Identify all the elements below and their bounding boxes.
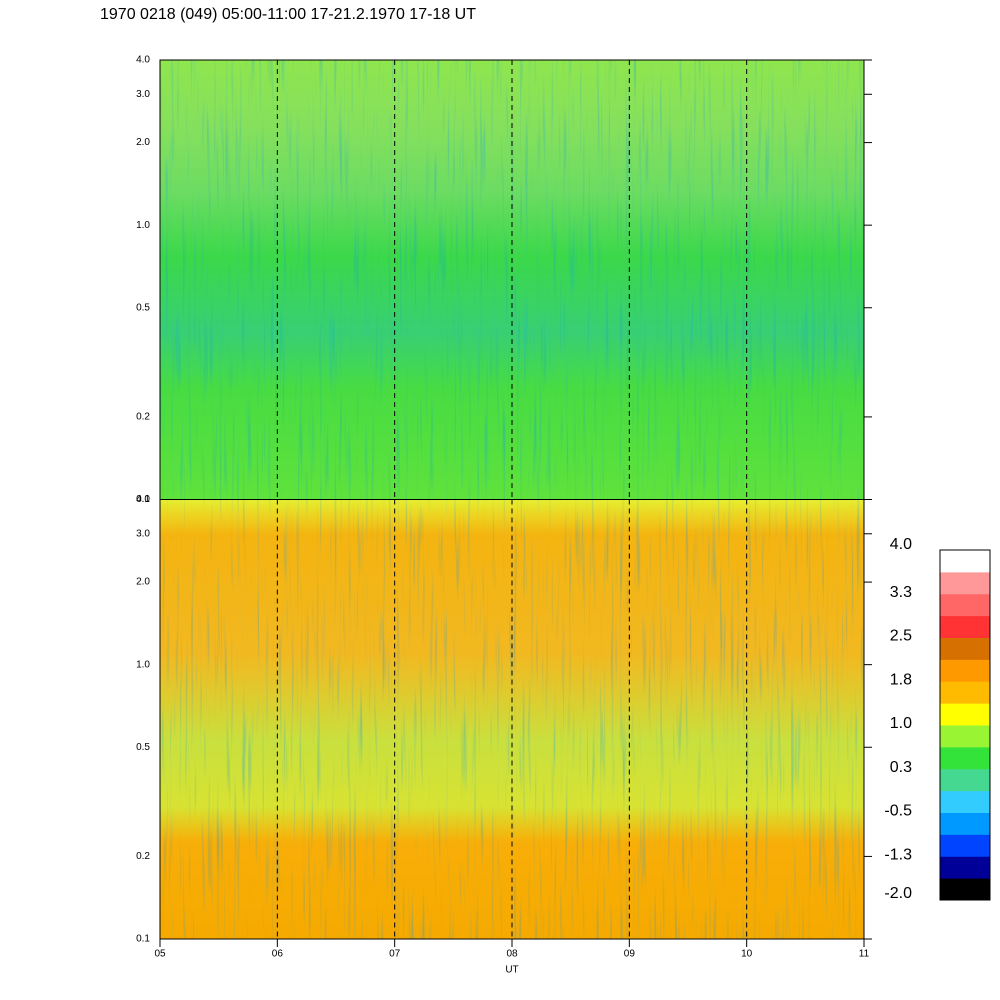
x-tick-label: 10	[741, 949, 753, 960]
colorbar-label: 2.5	[890, 628, 912, 645]
x-axis-label: UT	[505, 965, 518, 976]
y-tick-label: 0.2	[136, 412, 150, 423]
colorbar-band	[940, 593, 990, 617]
colorbar-label: 4.0	[890, 536, 912, 553]
y-tick-label: 3.0	[136, 89, 150, 100]
x-tick-label: 08	[506, 949, 518, 960]
colorbar-label: 0.3	[890, 759, 912, 776]
y-tick-label: 0.2	[136, 851, 150, 862]
x-tick-label: 09	[624, 949, 636, 960]
colorbar-band	[940, 637, 990, 660]
y-tick-label: 2.0	[136, 137, 150, 148]
colorbar-label: 1.8	[890, 671, 912, 688]
y-tick-label: 0.5	[136, 302, 150, 313]
y-tick-label: 0.1	[136, 934, 150, 945]
colorbar-band	[940, 878, 990, 901]
colorbar-band	[940, 703, 990, 726]
colorbar-label: -2.0	[884, 885, 912, 902]
y-tick-label: 0.1	[136, 494, 150, 505]
x-tick-label: 05	[154, 949, 166, 960]
y-tick-label: 0.5	[136, 742, 150, 753]
colorbar-label: -1.3	[884, 846, 912, 863]
colorbar-band	[940, 790, 990, 813]
colorbar-band	[940, 746, 990, 770]
colorbar-frame	[939, 549, 991, 901]
x-tick-label: 07	[389, 949, 401, 960]
colorbar-band	[940, 768, 990, 792]
colorbar-band	[940, 812, 990, 835]
colorbar-band	[940, 615, 990, 638]
y-tick-label: 2.0	[136, 577, 150, 588]
colorbar-band	[940, 834, 990, 857]
y-tick-label: 4.0	[136, 55, 150, 66]
y-tick-label: 1.0	[136, 220, 150, 231]
colorbar-band	[940, 725, 990, 748]
x-tick-label: 11	[859, 949, 870, 960]
chart-title: 1970 0218 (049) 05:00-11:00 17-21.2.1970…	[100, 6, 476, 23]
colorbar-band	[940, 856, 990, 879]
y-tick-label: 3.0	[136, 528, 150, 539]
y-tick-label: 1.0	[136, 659, 150, 670]
x-tick-label: 06	[272, 949, 284, 960]
colorbar-label: -0.5	[884, 803, 912, 820]
colorbar-label: 1.0	[890, 715, 912, 732]
y-tick-label: 4.0	[136, 494, 150, 505]
colorbar-label: 3.3	[890, 584, 912, 601]
colorbar-band	[940, 659, 990, 682]
colorbar-band	[940, 681, 990, 704]
colorbar-band	[940, 550, 990, 573]
colorbar-band	[940, 571, 990, 595]
